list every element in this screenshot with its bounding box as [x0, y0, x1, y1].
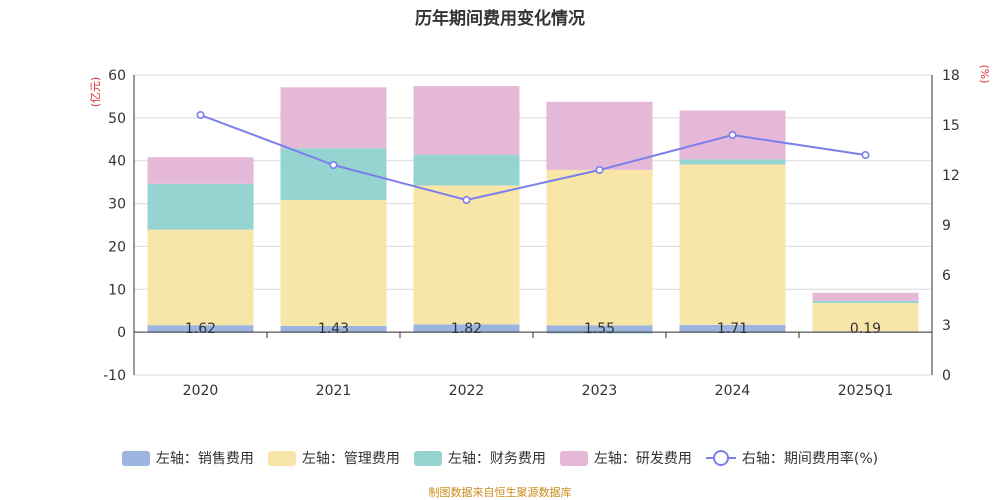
right-axis-title: (%): [978, 64, 991, 83]
x-tick-label: 2021: [316, 383, 352, 399]
left-tick-label: -10: [103, 368, 126, 384]
bar-segment: [413, 185, 520, 325]
expense-ratio-point: [329, 161, 338, 170]
right-tick-label: 12: [942, 168, 960, 184]
left-tick-label: 30: [108, 197, 126, 213]
legend-item-sales[interactable]: 左轴：销售费用: [121, 448, 254, 468]
bar-segment: [546, 101, 653, 170]
legend-label-rnd: 左轴：研发费用: [593, 451, 692, 467]
right-tick-label: 3: [942, 318, 951, 334]
expense-ratio-line: [200, 114, 866, 202]
axes: -10 0 10 20 30 40 50 60 0 3 6 9 12 15 18 (亿元) (%) 2020 202…: [89, 64, 991, 399]
legend-swatch-sales: [121, 450, 150, 466]
legend-swatch-admin: [267, 450, 296, 466]
legend-item-finance[interactable]: 左轴：财务费用: [413, 448, 546, 468]
left-tick-label: 60: [108, 68, 126, 84]
legend: 左轴：销售费用 左轴：管理费用 左轴：财务费用 左轴：研发费用 右轴：期间费用率…: [0, 448, 1000, 468]
left-tick-label: 20: [108, 239, 126, 255]
x-tick-label: 2020: [183, 383, 219, 399]
legend-line-marker-icon: [705, 450, 736, 466]
bar-segment: [679, 164, 786, 325]
bar-series: [147, 86, 919, 334]
bar-segment: [812, 292, 919, 301]
source-note: 制图数据来自恒生聚源数据库: [428, 486, 572, 499]
data-label-sales: 1.82: [451, 321, 482, 337]
data-label-sales: 1.62: [185, 321, 216, 337]
data-label-sales: 1.43: [318, 321, 349, 337]
bar-segment: [413, 86, 520, 155]
left-tick-label: 50: [108, 111, 126, 127]
bar-segment: [147, 325, 254, 333]
left-tick-label: 10: [108, 282, 126, 298]
left-axis-title: (亿元): [89, 77, 102, 108]
right-tick-label: 18: [942, 68, 960, 84]
chart-title: 历年期间费用变化情况: [415, 9, 585, 29]
legend-item-admin[interactable]: 左轴：管理费用: [267, 448, 400, 468]
data-labels: 1.62 1.43 1.82 1.55 1.71 0.19: [185, 321, 881, 337]
right-tick-label: 9: [942, 218, 951, 234]
x-tick-label: 2024: [715, 383, 751, 399]
expense-ratio-point: [728, 131, 737, 140]
legend-item-expense-ratio[interactable]: 右轴：期间费用率(%): [705, 448, 879, 468]
bar-segment: [413, 154, 520, 186]
bar-segment: [679, 159, 786, 165]
bar-segment: [280, 326, 387, 333]
line-series: [196, 111, 870, 205]
data-label-sales: 0.19: [850, 321, 881, 337]
legend-swatch-rnd: [559, 450, 588, 466]
legend-label-expense-ratio: 右轴：期间费用率(%): [741, 451, 879, 467]
bar-segment: [147, 229, 254, 326]
bar-segment: [679, 324, 786, 333]
expense-ratio-point: [196, 111, 205, 120]
bar-segment: [546, 325, 653, 333]
bar-segment: [280, 87, 387, 149]
data-label-sales: 1.71: [717, 321, 748, 337]
chart-canvas: -10 0 10 20 30 40 50 60 0 3 6 9 12 15 18 (亿元) (%) 2020 202…: [89, 64, 991, 399]
legend-label-admin: 左轴：管理费用: [301, 451, 400, 467]
legend-swatch-finance: [413, 450, 442, 466]
legend-label-sales: 左轴：销售费用: [155, 451, 254, 467]
bar-segment: [812, 300, 919, 304]
bar-segment: [147, 183, 254, 230]
legend-label-finance: 左轴：财务费用: [447, 451, 546, 467]
left-tick-label: 40: [108, 154, 126, 170]
grid-lines: [134, 74, 932, 376]
bar-segment: [546, 332, 653, 334]
x-tick-label: 2025Q1: [838, 383, 894, 399]
legend-item-rnd[interactable]: 左轴：研发费用: [559, 448, 692, 468]
expense-ratio-point: [462, 196, 471, 205]
x-tick-label: 2022: [449, 383, 485, 399]
right-tick-label: 15: [942, 118, 960, 134]
data-label-sales: 1.55: [584, 321, 615, 337]
bar-segment: [413, 324, 520, 333]
bar-segment: [280, 200, 387, 327]
expense-ratio-point: [861, 151, 870, 160]
bar-segment: [546, 169, 653, 326]
right-tick-label: 0: [942, 368, 951, 384]
left-tick-label: 0: [117, 325, 126, 341]
right-tick-label: 6: [942, 268, 951, 284]
bar-segment: [812, 303, 919, 332]
expense-ratio-point: [595, 166, 604, 175]
x-tick-label: 2023: [582, 383, 618, 399]
bar-segment: [147, 157, 254, 184]
